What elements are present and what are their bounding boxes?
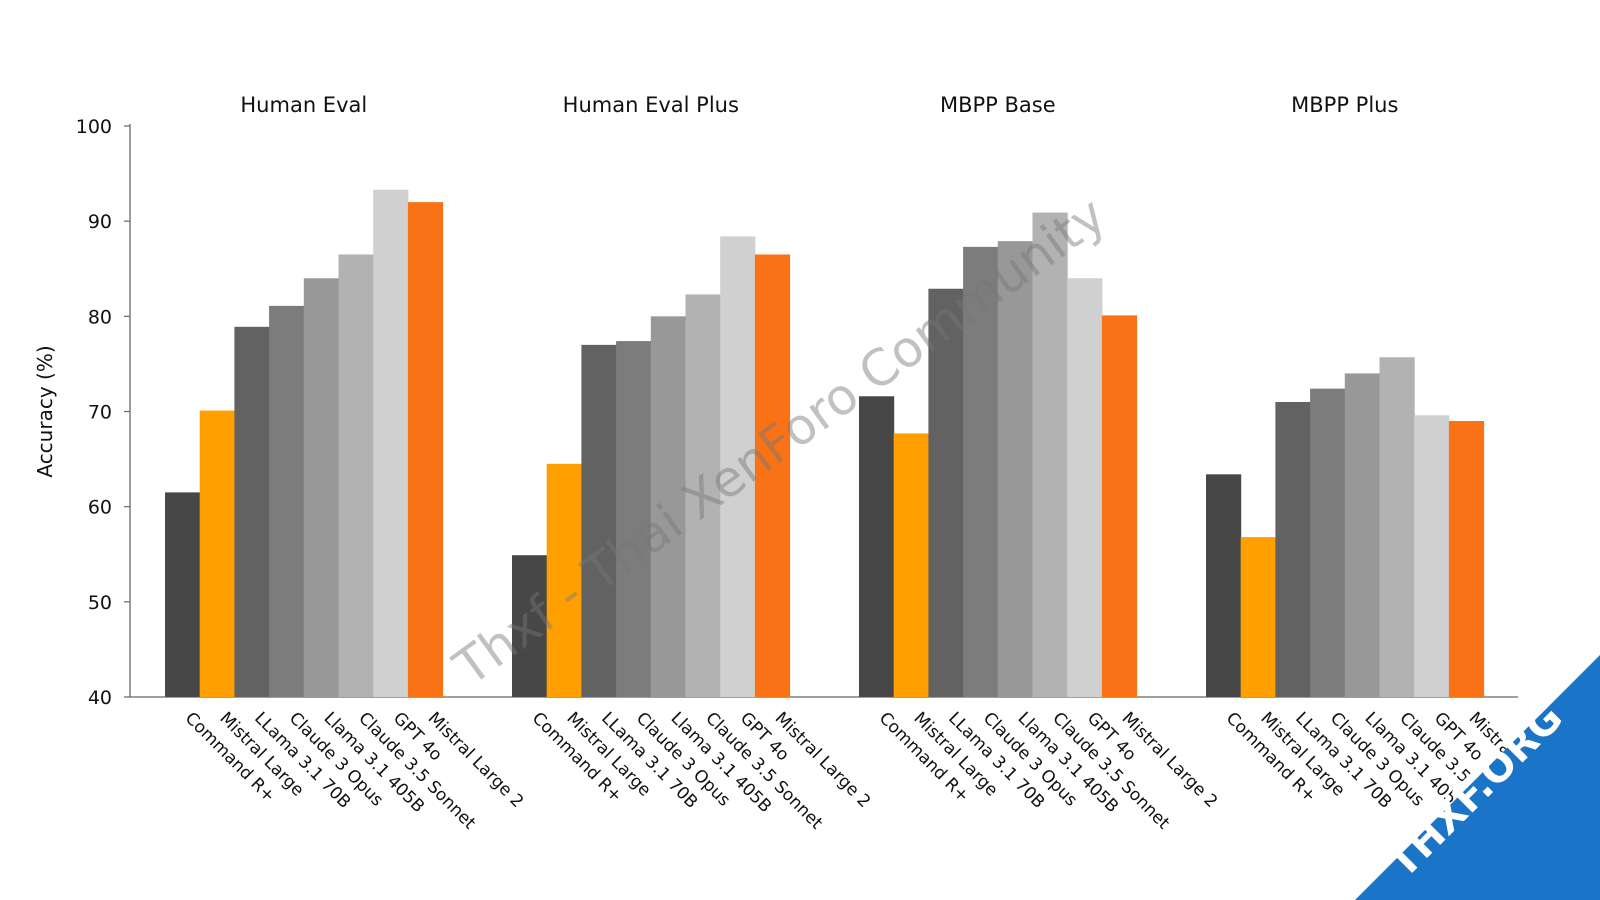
bar <box>616 341 652 697</box>
bar <box>1448 421 1485 697</box>
bar <box>1344 373 1380 697</box>
bar <box>963 246 999 697</box>
y-tick-label: 40 <box>88 687 112 709</box>
bar <box>1275 401 1311 697</box>
bar <box>234 326 270 697</box>
bar <box>754 254 791 697</box>
bar <box>1101 315 1138 697</box>
y-tick-label: 70 <box>88 402 112 424</box>
bar <box>997 241 1033 697</box>
bar <box>928 288 964 697</box>
y-axis-label: Accuracy (%) <box>33 345 57 477</box>
bar <box>650 316 686 697</box>
y-tick-label: 50 <box>88 592 112 614</box>
bar <box>199 410 235 697</box>
y-tick-label: 100 <box>76 116 112 138</box>
bar <box>859 396 895 697</box>
bar <box>1379 357 1415 697</box>
bar <box>546 463 582 697</box>
bar <box>1206 474 1242 697</box>
bar <box>1310 388 1346 697</box>
bar <box>373 189 409 698</box>
panel-title: MBPP Plus <box>1291 93 1398 117</box>
panel-title: Human Eval <box>240 93 367 117</box>
bar <box>1032 212 1068 697</box>
y-tick-label: 60 <box>88 497 112 519</box>
panel-title: MBPP Base <box>940 93 1056 117</box>
bar <box>165 492 201 697</box>
bar <box>685 294 721 697</box>
bar <box>581 344 617 697</box>
bar <box>893 433 929 697</box>
bar <box>720 236 756 698</box>
bar <box>303 278 339 697</box>
bar <box>1414 415 1450 697</box>
y-tick-label: 80 <box>88 306 112 328</box>
y-tick-label: 90 <box>88 211 112 233</box>
bar <box>407 202 444 697</box>
bar <box>512 555 548 697</box>
bar <box>1067 278 1103 697</box>
corner-badge <box>1355 655 1600 900</box>
bar <box>1240 537 1276 697</box>
bar <box>269 305 305 697</box>
bar <box>338 254 374 697</box>
panel-title: Human Eval Plus <box>563 93 739 117</box>
